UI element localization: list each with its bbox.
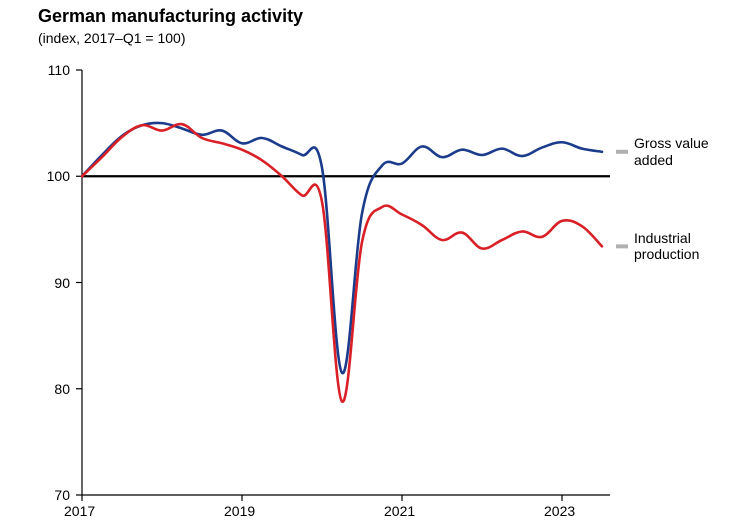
series-line-gva [82, 123, 602, 373]
y-tick-label: 100 [47, 168, 70, 184]
series-label-ip: Industrial production [634, 230, 737, 264]
y-tick-label: 80 [54, 381, 70, 397]
x-tick-label: 2017 [64, 503, 95, 519]
chart-svg [0, 0, 743, 524]
y-tick-label: 70 [54, 487, 70, 503]
y-tick-label: 110 [48, 62, 70, 78]
x-tick-label: 2019 [224, 503, 255, 519]
x-tick-label: 2023 [544, 503, 575, 519]
series-label-gva: Gross value added [634, 135, 737, 169]
series-line-ip [82, 124, 602, 402]
chart-container: German manufacturing activity (index, 20… [0, 0, 743, 524]
x-tick-label: 2021 [384, 503, 415, 519]
y-tick-label: 90 [54, 275, 70, 291]
